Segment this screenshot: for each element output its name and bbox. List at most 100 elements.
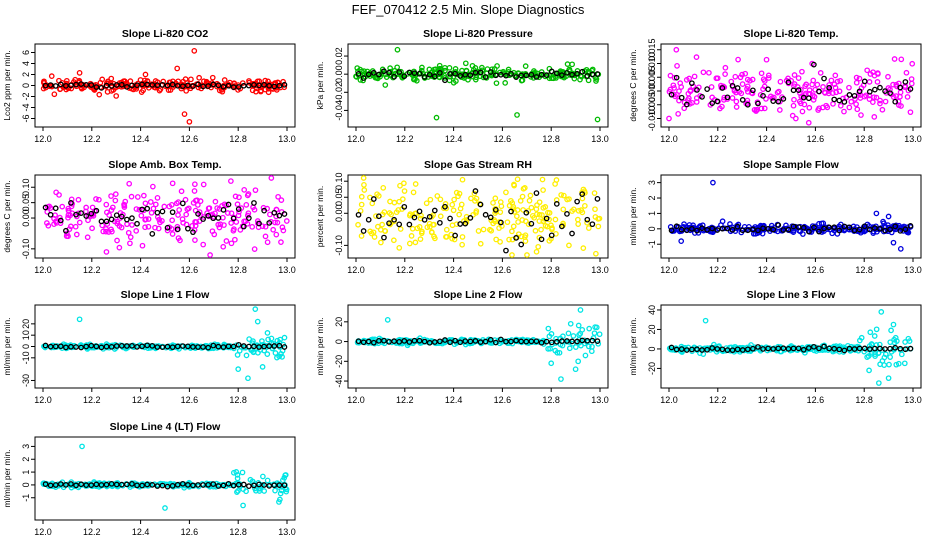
subplot-9: Slope Line 3 Flow 12.0 12.2 12.4 12.6 12.8 13.… (628, 289, 922, 405)
data-point (775, 88, 782, 95)
data-point (733, 104, 740, 110)
data-point (265, 89, 272, 96)
x-tick-label: 13.0 (591, 395, 609, 405)
reference-point (381, 234, 387, 241)
y-axis-label: ml/min per min. (628, 187, 638, 245)
data-point (674, 63, 680, 69)
data-point (372, 74, 379, 81)
reference-point (365, 71, 372, 78)
data-point (259, 223, 266, 230)
data-point (152, 201, 159, 208)
data-point (93, 196, 99, 202)
data-point (820, 220, 827, 227)
data-point-outlier (866, 367, 872, 374)
data-point-outlier (181, 111, 188, 117)
data-point (361, 181, 367, 188)
reference-point (98, 218, 105, 225)
data-point (515, 231, 522, 238)
data-point (278, 239, 284, 245)
reference-point (200, 216, 206, 222)
reference-point (185, 225, 191, 232)
data-point (378, 239, 384, 246)
data-point (108, 193, 114, 199)
data-point-outlier (873, 210, 880, 217)
data-point (867, 329, 874, 336)
data-point (558, 192, 565, 198)
x-tick-label: 12.6 (181, 395, 199, 405)
y-tick-label: 1 (647, 211, 657, 216)
y-tick-label: 20 (334, 317, 344, 327)
data-point (124, 221, 130, 228)
data-point (681, 105, 688, 112)
data-point (224, 210, 231, 216)
reference-point (821, 225, 827, 232)
data-point (574, 216, 581, 223)
reference-point (795, 87, 802, 93)
reference-point (68, 82, 74, 89)
data-point (262, 86, 269, 93)
data-point (686, 75, 693, 82)
reference-point (462, 71, 469, 78)
data-point (121, 204, 128, 210)
reference-point (57, 217, 64, 224)
y-tick-label: 4 (21, 61, 31, 66)
reference-point (251, 343, 257, 350)
reference-point (103, 218, 110, 225)
x-tick-label: 12.8 (229, 134, 247, 144)
reference-point (790, 223, 797, 230)
data-point (108, 207, 115, 213)
reference-point (190, 344, 196, 350)
data-point (830, 101, 836, 107)
reference-point (498, 71, 504, 78)
x-tick-label: 12.2 (709, 265, 727, 275)
data-point (473, 209, 479, 216)
data-point (431, 233, 437, 240)
data-point-outlier (235, 366, 242, 372)
subplot-title: Slope Li-820 CO2 (122, 28, 209, 40)
data-point (729, 95, 736, 101)
data-point (758, 70, 765, 77)
data-point (136, 206, 143, 213)
data-point (459, 176, 466, 183)
data-point (831, 81, 838, 88)
reference-point (159, 81, 166, 88)
data-point (752, 230, 759, 237)
data-point-outlier (384, 316, 391, 323)
data-point (550, 75, 557, 82)
x-tick-label: 12.0 (347, 395, 365, 405)
reference-point (472, 69, 479, 76)
reference-point (538, 71, 545, 78)
subplot-5: Slope Gas Stream RH 12.0 12.2 12.4 12.6 12.8 1… (315, 159, 609, 275)
data-point (215, 221, 222, 228)
data-point (837, 77, 844, 84)
data-point (897, 89, 904, 96)
data-point (596, 215, 603, 222)
data-point (200, 181, 207, 188)
reference-point (386, 69, 392, 76)
data-point (409, 225, 416, 232)
data-point (907, 109, 914, 116)
x-tick-label: 13.0 (591, 265, 609, 275)
reference-point (124, 216, 130, 223)
reference-point (225, 82, 232, 89)
data-point (871, 333, 878, 339)
data-point (853, 79, 860, 86)
reference-point (487, 214, 494, 221)
reference-point (73, 81, 79, 88)
reference-point (376, 71, 382, 78)
data-point (472, 76, 479, 83)
data-point (109, 228, 115, 235)
reference-point (210, 215, 217, 222)
reference-point (266, 220, 273, 226)
data-point (738, 90, 745, 97)
reference-point (210, 342, 217, 349)
data-point-outlier (885, 213, 892, 220)
data-point (84, 234, 91, 241)
y-tick-label: -4 (21, 103, 31, 111)
reference-point (513, 235, 519, 241)
data-point (700, 69, 707, 76)
data-point (885, 73, 891, 80)
reference-point (68, 200, 74, 206)
data-point (758, 105, 765, 112)
reference-point (765, 86, 771, 93)
